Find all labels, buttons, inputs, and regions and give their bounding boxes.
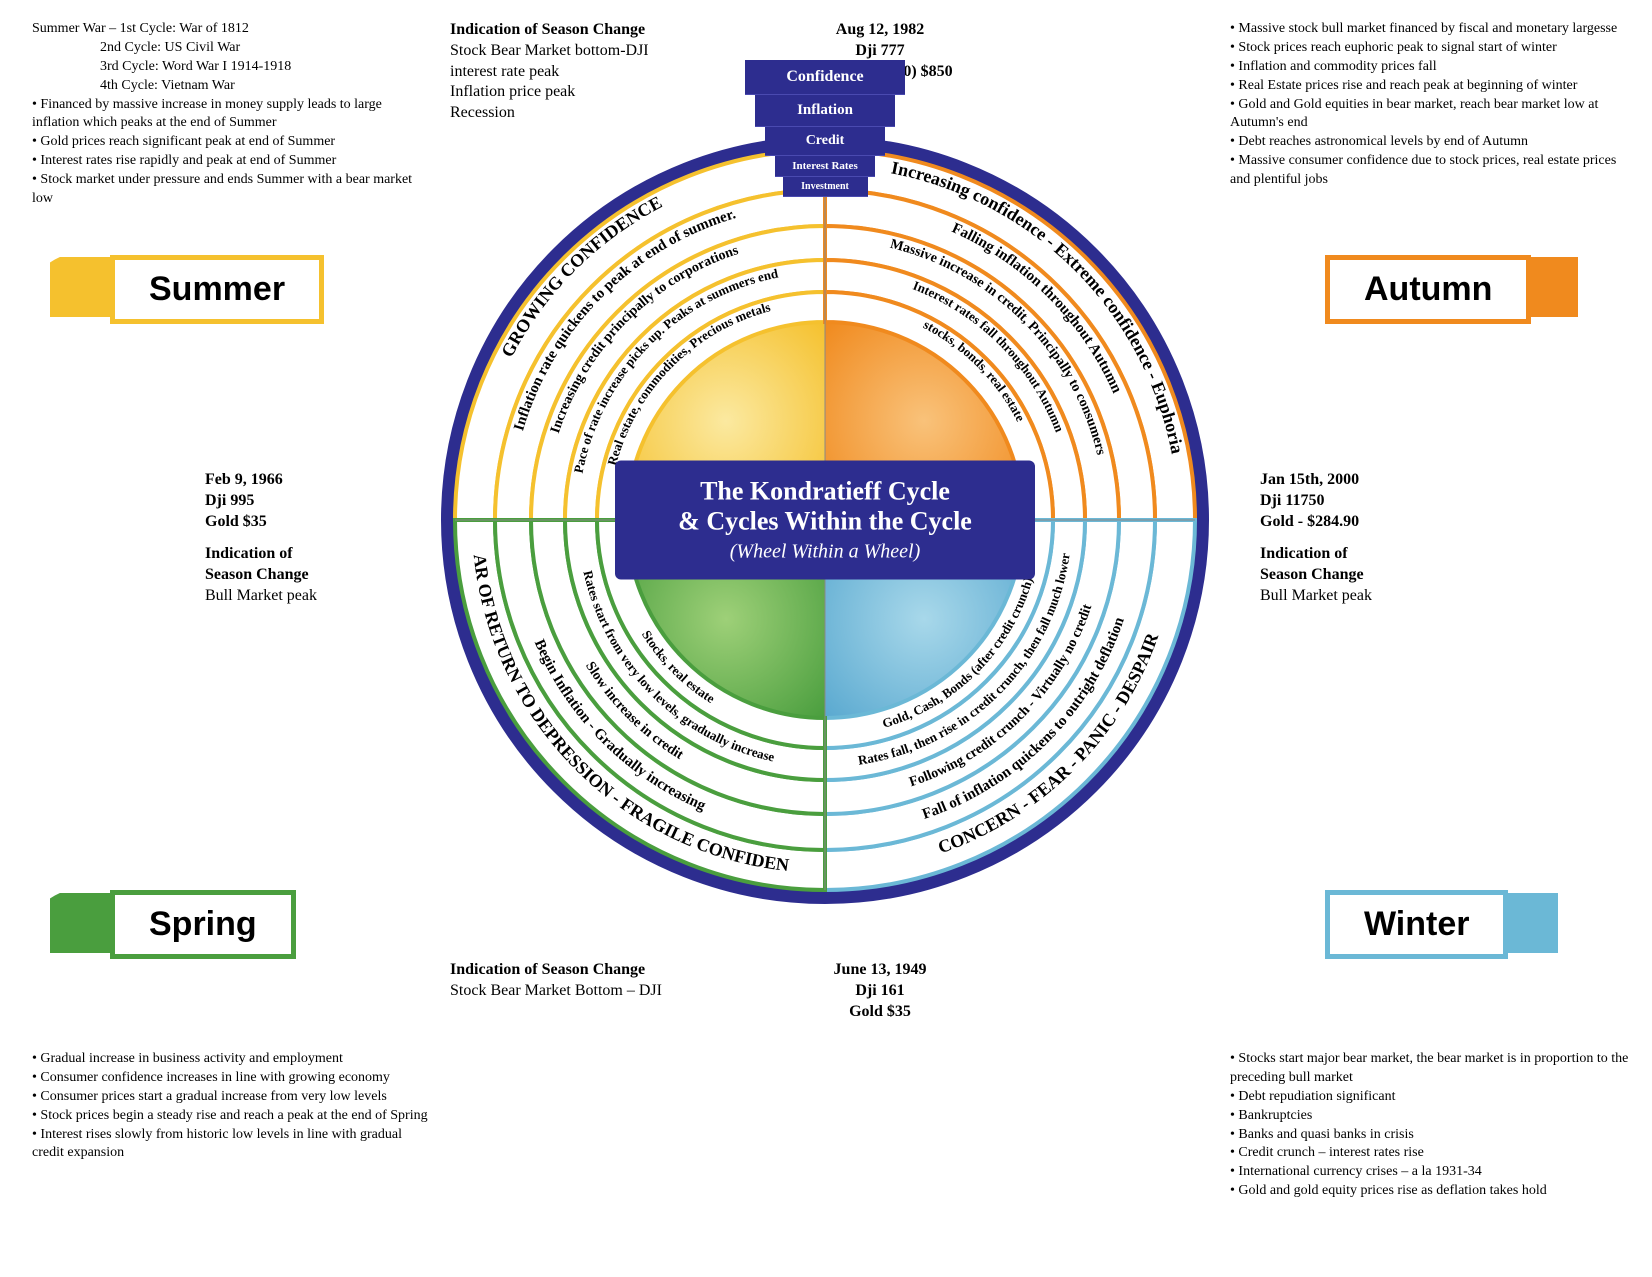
autumn-tab: Autumn [1325,255,1531,324]
bot-ind-head: Indication of Season Change [450,961,645,978]
bullet-item: Massive stock bull market financed by fi… [1230,20,1630,39]
top-ind-head: Indication of Season Change [450,21,645,38]
center-title: The Kondratieff Cycle & Cycles Within th… [615,461,1035,580]
bullet-item: Interest rises slowly from historic low … [32,1126,432,1164]
summer-war-line-0: Summer War – 1st Cycle: War of 1812 [32,20,422,39]
bullet-item: Real Estate prices rise and reach peak a… [1230,77,1630,96]
bullet-item: Stock prices reach euphoric peak to sign… [1230,39,1630,58]
bullet-item: Gradual increase in business activity an… [32,1050,432,1069]
bullet-item: Banks and quasi banks in crisis [1230,1126,1630,1145]
autumn-corner: Massive stock bull market financed by fi… [1230,20,1630,190]
bullet-item: Stocks start major bear market, the bear… [1230,1050,1630,1088]
bullet-item: Gold prices reach significant peak at en… [32,133,422,152]
bullet-item: Gold and gold equity prices rise as defl… [1230,1182,1630,1201]
bullet-item: Consumer prices start a gradual increase… [32,1088,432,1107]
winter-corner: Stocks start major bear market, the bear… [1230,1050,1630,1201]
bullet-item: Debt reaches astronomical levels by end … [1230,133,1630,152]
bullet-item: Consumer confidence increases in line wi… [32,1069,432,1088]
key-wedge: Confidence Inflation Credit Interest Rat… [745,60,905,197]
summer-war-line-2: 3rd Cycle: Word War I 1914-1918 [100,59,291,74]
summer-corner: Summer War – 1st Cycle: War of 1812 2nd … [32,20,422,209]
spring-corner: Gradual increase in business activity an… [32,1050,432,1163]
bullet-item: Inflation and commodity prices fall [1230,58,1630,77]
bullet-item: Debt repudiation significant [1230,1088,1630,1107]
key-rates: Interest Rates [775,156,875,177]
key-investment: Investment [783,177,868,197]
summer-tab: Summer [110,255,324,324]
bullet-item: Massive consumer confidence due to stock… [1230,152,1630,190]
bullet-item: Financed by massive increase in money su… [32,96,422,134]
summer-war-line-3: 4th Cycle: Vietnam War [100,78,235,93]
spring-accent [50,893,110,953]
bullet-item: Interest rates rise rapidly and peak at … [32,152,422,171]
bullet-item: Bankruptcies [1230,1107,1630,1126]
date-bottom: June 13, 1949 Dji 161 Gold $35 [780,960,980,1022]
bottom-indication: Indication of Season Change Stock Bear M… [450,960,760,1002]
key-inflation: Inflation [755,95,895,127]
key-credit: Credit [765,127,885,156]
date-left: Feb 9, 1966 Dji 995 Gold $35 Indication … [205,470,385,607]
bullet-item: Stock market under pressure and ends Sum… [32,171,422,209]
summer-accent [50,257,110,317]
bullet-item: Stock prices begin a steady rise and rea… [32,1107,432,1126]
wheel: GROWING CONFIDENCEInflation rate quicken… [435,130,1215,910]
key-confidence: Confidence [745,60,905,95]
top-indication: Indication of Season Change Stock Bear M… [450,20,750,124]
bullet-item: Gold and Gold equities in bear market, r… [1230,96,1630,134]
date-right: Jan 15th, 2000 Dji 11750 Gold - $284.90 … [1260,470,1460,607]
summer-war-line-1: 2nd Cycle: US Civil War [100,40,240,55]
bullet-item: International currency crises – a la 193… [1230,1163,1630,1182]
winter-tab: Winter [1325,890,1508,959]
spring-tab: Spring [110,890,296,959]
bullet-item: Credit crunch – interest rates rise [1230,1144,1630,1163]
